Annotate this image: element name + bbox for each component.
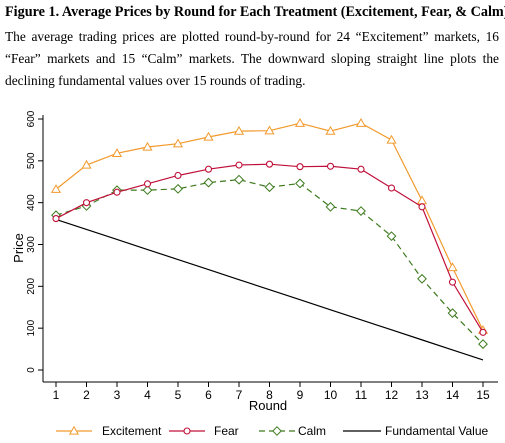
y-tick-label: 500 [26, 152, 37, 169]
y-tick-label: 400 [26, 194, 37, 211]
x-tick-label: 5 [175, 388, 182, 402]
legend-label: Fear [214, 424, 239, 438]
x-tick-label: 8 [266, 388, 273, 402]
data-point-excitement [447, 262, 458, 272]
data-point-fear [204, 165, 213, 173]
legend-marker [183, 427, 191, 435]
series-fear [52, 160, 487, 336]
data-point-calm [142, 185, 153, 196]
data-point-excitement [81, 159, 92, 169]
x-tick-label: 6 [205, 388, 212, 402]
x-axis-title: Round [249, 398, 287, 413]
figure-caption: The average trading prices are plotted r… [5, 29, 499, 88]
series-line-fundamental-value [55, 218, 484, 361]
legend-item-excitement: Excitement [56, 424, 162, 438]
data-point-fear [143, 180, 152, 188]
data-point-calm [356, 206, 366, 216]
x-tick-label: 12 [385, 388, 399, 402]
data-point-excitement [50, 184, 62, 193]
data-point-fear [174, 171, 182, 180]
data-point-calm [264, 182, 275, 193]
x-tick-label: 11 [355, 388, 368, 402]
data-point-fear [326, 162, 335, 170]
legend-item-fundamental-value: Fundamental Value [343, 424, 489, 438]
data-point-excitement [355, 117, 367, 127]
x-tick-label: 10 [324, 388, 338, 402]
data-point-fear [296, 163, 304, 171]
y-tick-label: 600 [26, 110, 37, 127]
data-point-excitement [416, 195, 428, 205]
data-point-fear [448, 278, 457, 286]
data-point-excitement [233, 125, 245, 135]
y-axis-title: Price [11, 233, 26, 263]
data-point-fear [113, 188, 121, 196]
legend-label: Fundamental Value [385, 424, 489, 438]
data-point-calm [325, 201, 336, 212]
data-point-excitement [325, 125, 336, 135]
legend-marker [272, 426, 282, 436]
data-point-calm [386, 231, 397, 242]
data-point-excitement [203, 131, 214, 141]
legend-label: Excitement [102, 424, 162, 438]
y-tick-label: 300 [26, 236, 37, 253]
legend: Excitement Fear Calm Fundamental Value [56, 424, 489, 438]
x-tick-label: 1 [53, 388, 60, 402]
data-point-fear [235, 161, 243, 169]
x-tick-label: 7 [236, 388, 243, 402]
data-point-calm [234, 174, 244, 185]
legend-item-fear: Fear [169, 424, 239, 438]
plot-area [40, 100, 498, 382]
data-point-fear [387, 184, 396, 192]
x-tick-label: 9 [297, 388, 304, 402]
data-point-excitement [172, 138, 184, 148]
legend-label: Calm [298, 424, 326, 438]
data-point-fear [82, 199, 91, 207]
plot-frame [40, 100, 498, 382]
y-tick-label: 100 [26, 319, 37, 336]
x-tick-label: 14 [446, 388, 460, 402]
data-point-fear [418, 203, 426, 211]
series-fundamental-value [55, 218, 484, 361]
figure-title: Figure 1. Average Prices by Round for Ea… [5, 4, 505, 20]
legend-marker [68, 425, 80, 435]
series-excitement [50, 117, 489, 334]
data-point-calm [478, 339, 488, 349]
series-layer [50, 117, 489, 361]
x-axis: 1 2 3 4 5 6 7 8 9 10 11 12 13 14 15 [43, 381, 498, 402]
data-point-excitement [111, 148, 123, 157]
x-tick-label: 15 [476, 388, 490, 402]
legend-item-calm: Calm [259, 424, 326, 438]
y-tick-label: 0 [26, 367, 37, 373]
data-point-calm [447, 308, 458, 319]
data-point-fear [479, 328, 487, 336]
x-tick-label: 3 [114, 388, 121, 402]
x-tick-label: 4 [144, 388, 151, 402]
data-point-calm [203, 177, 214, 188]
data-point-excitement [264, 125, 275, 135]
data-point-calm [417, 273, 427, 284]
data-point-excitement [142, 141, 153, 151]
data-point-calm [173, 183, 183, 194]
y-tick-label: 200 [26, 278, 37, 295]
data-point-fear [52, 215, 60, 223]
y-axis: 0 100 200 300 400 500 600 [26, 110, 44, 382]
data-point-excitement [386, 134, 397, 144]
data-point-fear [357, 165, 365, 173]
data-point-excitement [294, 117, 306, 127]
data-point-calm [295, 178, 305, 189]
x-tick-label: 2 [83, 388, 90, 402]
data-point-fear [265, 160, 274, 168]
x-tick-label: 13 [415, 388, 429, 402]
